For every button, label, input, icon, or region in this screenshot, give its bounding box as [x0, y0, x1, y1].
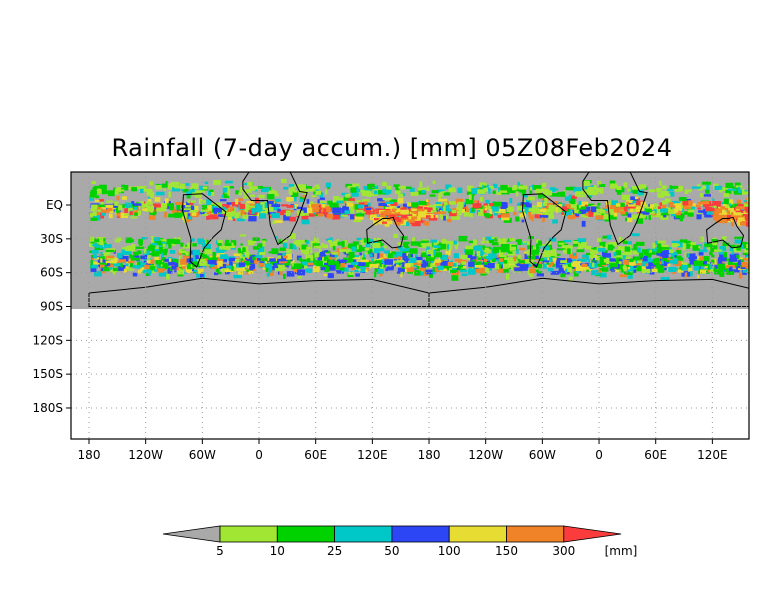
x-tick-label: 120E: [697, 448, 728, 462]
colorbar-bin: [391, 525, 450, 543]
south-america-coast: [181, 193, 227, 268]
south-america-coast: [521, 193, 567, 268]
colorbar-label: 300: [552, 544, 575, 558]
x-tick-label: 60W: [529, 448, 556, 462]
plot-frame: [70, 171, 750, 440]
australia-coast: [366, 216, 405, 249]
y-axis: EQ 30S 60S 90S 120S 150S 180S: [32, 198, 71, 415]
colorbar-label: 10: [270, 544, 285, 558]
australia-coast: [706, 216, 745, 249]
y-tick-label: 180S: [32, 401, 63, 415]
antarctica: [71, 286, 749, 309]
colorbar-unit: [mm]: [605, 544, 638, 558]
y-tick-label: EQ: [46, 198, 63, 212]
x-tick-label: 120W: [468, 448, 503, 462]
map-title: Rainfall (7-day accum.) [mm] 05Z08Feb202…: [111, 134, 673, 162]
antarctica-coast: [88, 277, 430, 307]
colorbar-label: 50: [384, 544, 399, 558]
colorbar-below-triangle: [162, 525, 221, 543]
gridlines: [71, 172, 749, 439]
colorbar-bin: [448, 525, 507, 543]
x-tick-label: 0: [595, 448, 603, 462]
colorbar: 5 10 25 50 100 150 300 [mm]: [162, 525, 638, 558]
x-tick-label: 120W: [128, 448, 163, 462]
africa-coast: [582, 172, 648, 246]
colorbar-bin: [219, 525, 278, 543]
y-tick-label: 150S: [32, 367, 63, 381]
colorbar-bin: [506, 525, 565, 543]
colorbar-bin: [276, 525, 335, 543]
colorbar-label: 5: [216, 544, 224, 558]
x-tick-label: 60E: [644, 448, 667, 462]
y-tick-label: 90S: [40, 299, 63, 313]
x-tick-label: 120E: [357, 448, 388, 462]
y-tick-label: 60S: [40, 266, 63, 280]
x-axis: 180 120W 60W 0 60E 120E 180 120W 60W 0 60E 120E: [78, 439, 728, 462]
colorbar-label: 150: [495, 544, 518, 558]
colorbar-above-triangle: [563, 525, 622, 543]
x-tick-label: 0: [255, 448, 263, 462]
rainfall-field: [71, 172, 749, 309]
x-tick-label: 180: [418, 448, 441, 462]
y-tick-label: 30S: [40, 232, 63, 246]
colorbar-bin: [334, 525, 393, 543]
x-tick-label: 180: [78, 448, 101, 462]
y-tick-label: 120S: [32, 333, 63, 347]
colorbar-label: 100: [438, 544, 461, 558]
x-tick-label: 60W: [189, 448, 216, 462]
antarctica-coast: [428, 277, 749, 307]
colorbar-label: 25: [327, 544, 342, 558]
africa-coast: [242, 172, 308, 246]
x-tick-label: 60E: [304, 448, 327, 462]
